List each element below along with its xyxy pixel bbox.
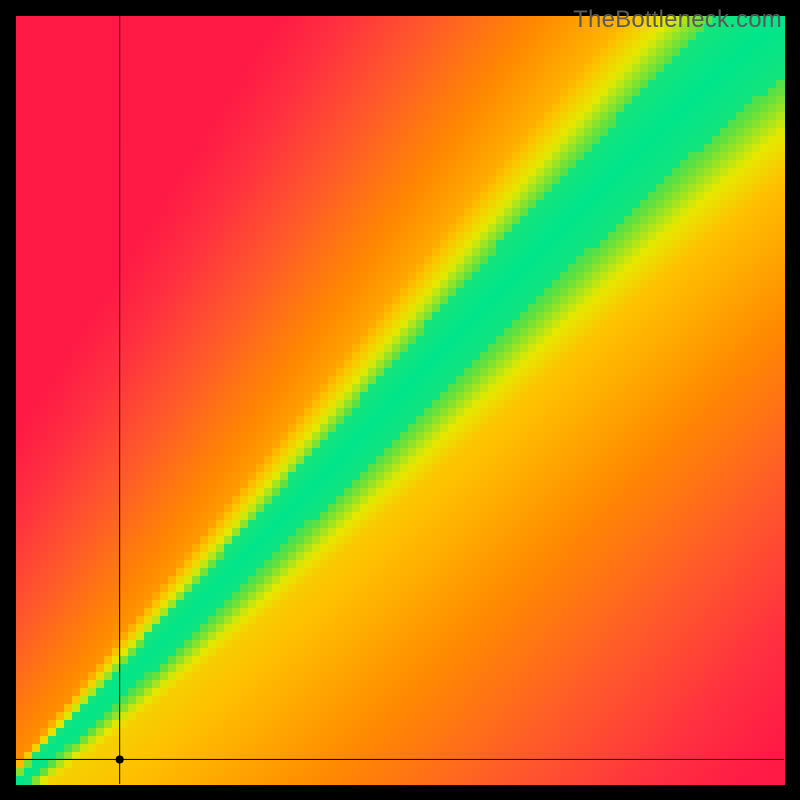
- chart-container: TheBottleneck.com: [0, 0, 800, 800]
- watermark-text: TheBottleneck.com: [573, 6, 782, 34]
- bottleneck-heatmap: [0, 0, 800, 800]
